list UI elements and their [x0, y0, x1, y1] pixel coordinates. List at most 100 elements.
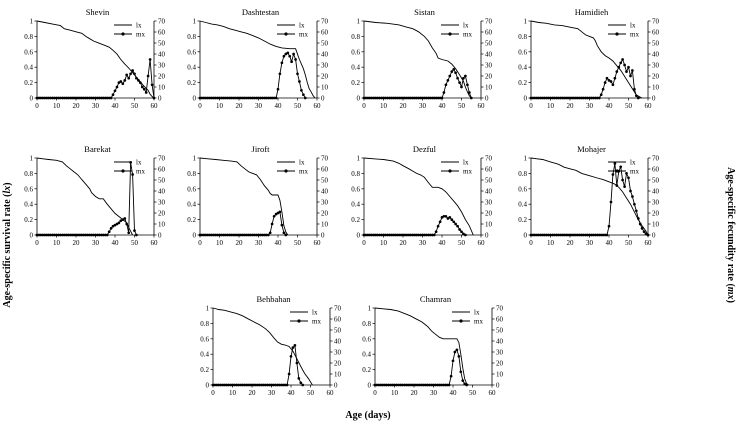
y-left-tick-label: 0.6 [362, 335, 371, 343]
mx-point [408, 383, 412, 387]
x-tick-label: 50 [458, 102, 466, 110]
y-left-tick-label: 1 [368, 305, 372, 313]
y-left-tick-label: 0.6 [24, 48, 33, 56]
mx-point [208, 96, 212, 100]
mx-point [448, 216, 452, 219]
mx-point [80, 233, 84, 237]
mx-point [592, 96, 595, 100]
y-right-tick-label: 10 [485, 221, 493, 229]
panel-title: Sistan [414, 7, 436, 17]
mx-point [111, 93, 115, 97]
mx-point [450, 218, 454, 221]
mx-point [432, 96, 436, 100]
mx-point [270, 96, 274, 100]
y-left-tick-label: 0.6 [518, 185, 527, 193]
mx-point [599, 93, 603, 97]
mx-point [420, 383, 424, 387]
mx-point [413, 233, 417, 237]
mx-point [399, 96, 403, 100]
x-tick-label: 60 [478, 102, 486, 110]
lx-series-line [36, 20, 155, 99]
mx-point [372, 233, 376, 237]
mx-point [109, 227, 113, 230]
mx-point [362, 96, 366, 100]
mx-point [382, 233, 385, 237]
mx-series-line [364, 215, 466, 236]
mx-point [442, 214, 446, 218]
mx-point [90, 233, 93, 237]
y-right-tick-label: 40 [652, 51, 660, 59]
x-tick-label: 30 [419, 102, 427, 110]
mx-point [284, 233, 288, 237]
y-right-tick-label: 20 [158, 73, 166, 81]
mx-point [125, 222, 129, 226]
mx-point [613, 162, 617, 165]
mx-point [221, 383, 225, 387]
x-tick-label: 50 [131, 102, 139, 110]
mx-point [264, 383, 267, 387]
mx-point [125, 73, 129, 77]
y-left-tick-label: 0.8 [518, 170, 527, 178]
mx-point [553, 233, 556, 237]
mx-point [264, 233, 268, 237]
mx-point [553, 96, 556, 100]
mx-point [237, 233, 241, 237]
mx-point [584, 233, 587, 237]
x-tick-label: 40 [112, 239, 120, 247]
mx-point [370, 233, 374, 237]
mx-series-line [37, 162, 137, 236]
panel-title: Behbahan [257, 294, 292, 304]
mx-point [152, 96, 156, 100]
x-tick-label: 40 [275, 102, 283, 110]
y-right-tick-label: 70 [652, 155, 660, 163]
x-tick-label: 40 [112, 102, 120, 110]
panel-title: Jiroft [252, 144, 271, 154]
mx-point [218, 96, 221, 100]
y-right-tick-label: 60 [334, 316, 342, 324]
x-tick-label: 10 [53, 102, 61, 110]
mx-point [260, 383, 264, 387]
mx-point [384, 96, 387, 100]
mx-point [556, 96, 560, 100]
mx-point [430, 96, 434, 100]
mx-point [631, 69, 634, 72]
mx-point [225, 233, 229, 237]
mx-point [222, 96, 225, 100]
y-right-tick-label: 60 [652, 166, 660, 174]
mx-point [217, 383, 221, 387]
mx-point [49, 96, 52, 100]
y-right-tick-label: 50 [485, 40, 493, 48]
x-tick-label: 10 [380, 239, 388, 247]
mx-point [457, 355, 461, 358]
y-right-axis-label: Age-specific fecundity rate (mx) [725, 167, 736, 303]
mx-point [82, 233, 86, 237]
mx-point [537, 233, 541, 237]
mx-point [280, 223, 284, 227]
mx-point [380, 96, 383, 100]
x-tick-label: 0 [529, 239, 533, 247]
mx-point [451, 359, 455, 363]
legend-mx-label: mx [630, 168, 639, 176]
mx-point [545, 96, 548, 100]
mx-point [51, 233, 54, 237]
y-right-tick-label: 50 [485, 177, 493, 185]
y-left-tick-label: 0.2 [518, 79, 527, 87]
mx-point [395, 96, 399, 100]
mx-point [198, 96, 202, 100]
mx-point [590, 233, 593, 237]
mx-point [206, 233, 210, 237]
mx-point [436, 96, 440, 100]
y-right-tick-label: 50 [652, 40, 660, 48]
panel-title: Dashtestan [242, 7, 280, 17]
y-right-tick-label: 0 [158, 95, 162, 103]
y-left-axis-label: Age-specific survival rate (lx) [2, 182, 13, 307]
mx-point [43, 96, 47, 100]
mx-point [284, 52, 288, 56]
lx-series-line [530, 157, 649, 236]
mx-point [229, 383, 232, 387]
mx-point [214, 96, 217, 100]
mx-point [92, 233, 95, 237]
mx-point [568, 96, 572, 100]
